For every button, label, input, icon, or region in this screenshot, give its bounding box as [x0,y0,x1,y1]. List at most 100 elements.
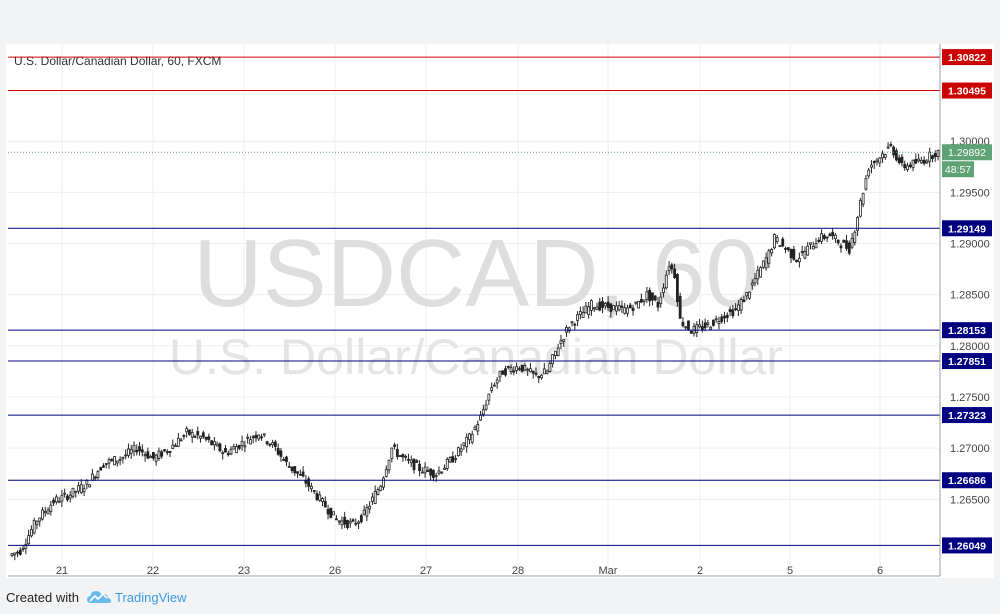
candle-body [484,404,488,410]
level-label: 1.29149 [948,223,986,235]
candle-body [919,159,923,164]
candle-body [845,240,848,249]
candle-body [71,487,75,497]
candle-body [85,480,89,485]
y-tick-label: 1.29500 [950,187,990,199]
candle-body [235,446,238,454]
candle-body [895,150,898,161]
candle-body [656,301,660,308]
candle-body [432,470,435,478]
candle-body [639,298,643,303]
candle-body [651,292,654,301]
candle-body [822,235,826,240]
candle-body [770,249,774,254]
candle-body [365,507,369,517]
candle-body [706,322,710,325]
candle-body [870,164,873,168]
candle-body [60,494,64,502]
current-price-label: 1.29892 [948,147,986,159]
candle-body [537,375,541,379]
candle-body [842,239,846,243]
candle-body [445,458,449,469]
level-label: 1.30822 [948,52,986,64]
candle-body [476,424,480,432]
candle-body [886,146,890,149]
candle-body [79,484,83,493]
candle-body [66,495,69,501]
candle-body [603,303,607,307]
candle-body [262,433,266,436]
candle-body [412,458,416,471]
candle-body [260,436,263,439]
candle-body [226,453,230,456]
candle-body [359,515,363,523]
candle-body [373,491,377,504]
current-price-box [942,144,992,161]
candle-body [487,393,491,401]
candle-body [24,543,28,549]
candle-body [82,488,86,493]
candle-body [742,299,746,302]
candle-body [559,340,563,345]
candle-body [936,149,940,157]
level-label-box [942,353,992,370]
candle-body [720,316,724,322]
candle-body [761,260,765,268]
candle-body [63,492,67,495]
candle-body [473,426,477,430]
tradingview-cloud-icon[interactable] [86,590,111,604]
candle-body [10,553,14,557]
candle-body [520,364,524,372]
candle-body [545,370,549,374]
candle-body [201,432,205,438]
level-label: 1.27323 [948,410,986,422]
level-label-box [942,49,992,66]
candle-body [46,509,50,515]
candle-body [509,367,513,373]
candle-body [925,160,929,164]
candle-body [584,305,588,314]
candle-body [911,159,915,169]
candle-body [612,305,616,311]
candle-body [626,307,629,314]
candle-body [526,368,530,371]
candle-body [157,450,161,459]
candle-body [628,304,632,309]
candle-body [878,157,882,164]
candle-body [27,535,31,545]
candle-body [315,493,319,501]
y-tick-label: 1.28000 [950,341,990,353]
candle-body [698,324,701,328]
level-label-box [942,472,992,489]
candle-body [171,444,175,449]
candle-body [434,475,438,477]
candle-body [775,237,779,242]
candle-body [631,307,635,312]
candle-body [340,520,344,526]
candle-body [395,449,399,457]
candle-body [506,365,510,368]
candle-body [221,452,225,455]
level-label: 1.28153 [948,325,986,337]
candle-body [318,494,322,501]
candle-body [290,466,294,471]
candle-body [362,509,366,515]
candle-body [517,368,521,371]
candle-body [321,498,324,503]
candle-body [847,242,851,254]
candle-body [551,354,555,365]
candle-body [767,250,771,264]
candle-body [91,473,94,481]
candle-body [490,387,494,391]
candle-body [756,269,760,280]
candle-body [190,432,194,438]
candle-body [49,504,53,513]
candle-body [900,156,904,164]
level-label-box [942,537,992,554]
candle-body [204,436,208,440]
level-label-box [942,407,992,424]
candle-body [418,463,421,472]
tradingview-link[interactable]: TradingView [114,589,187,605]
candle-body [917,158,920,162]
candle-body [462,442,466,446]
